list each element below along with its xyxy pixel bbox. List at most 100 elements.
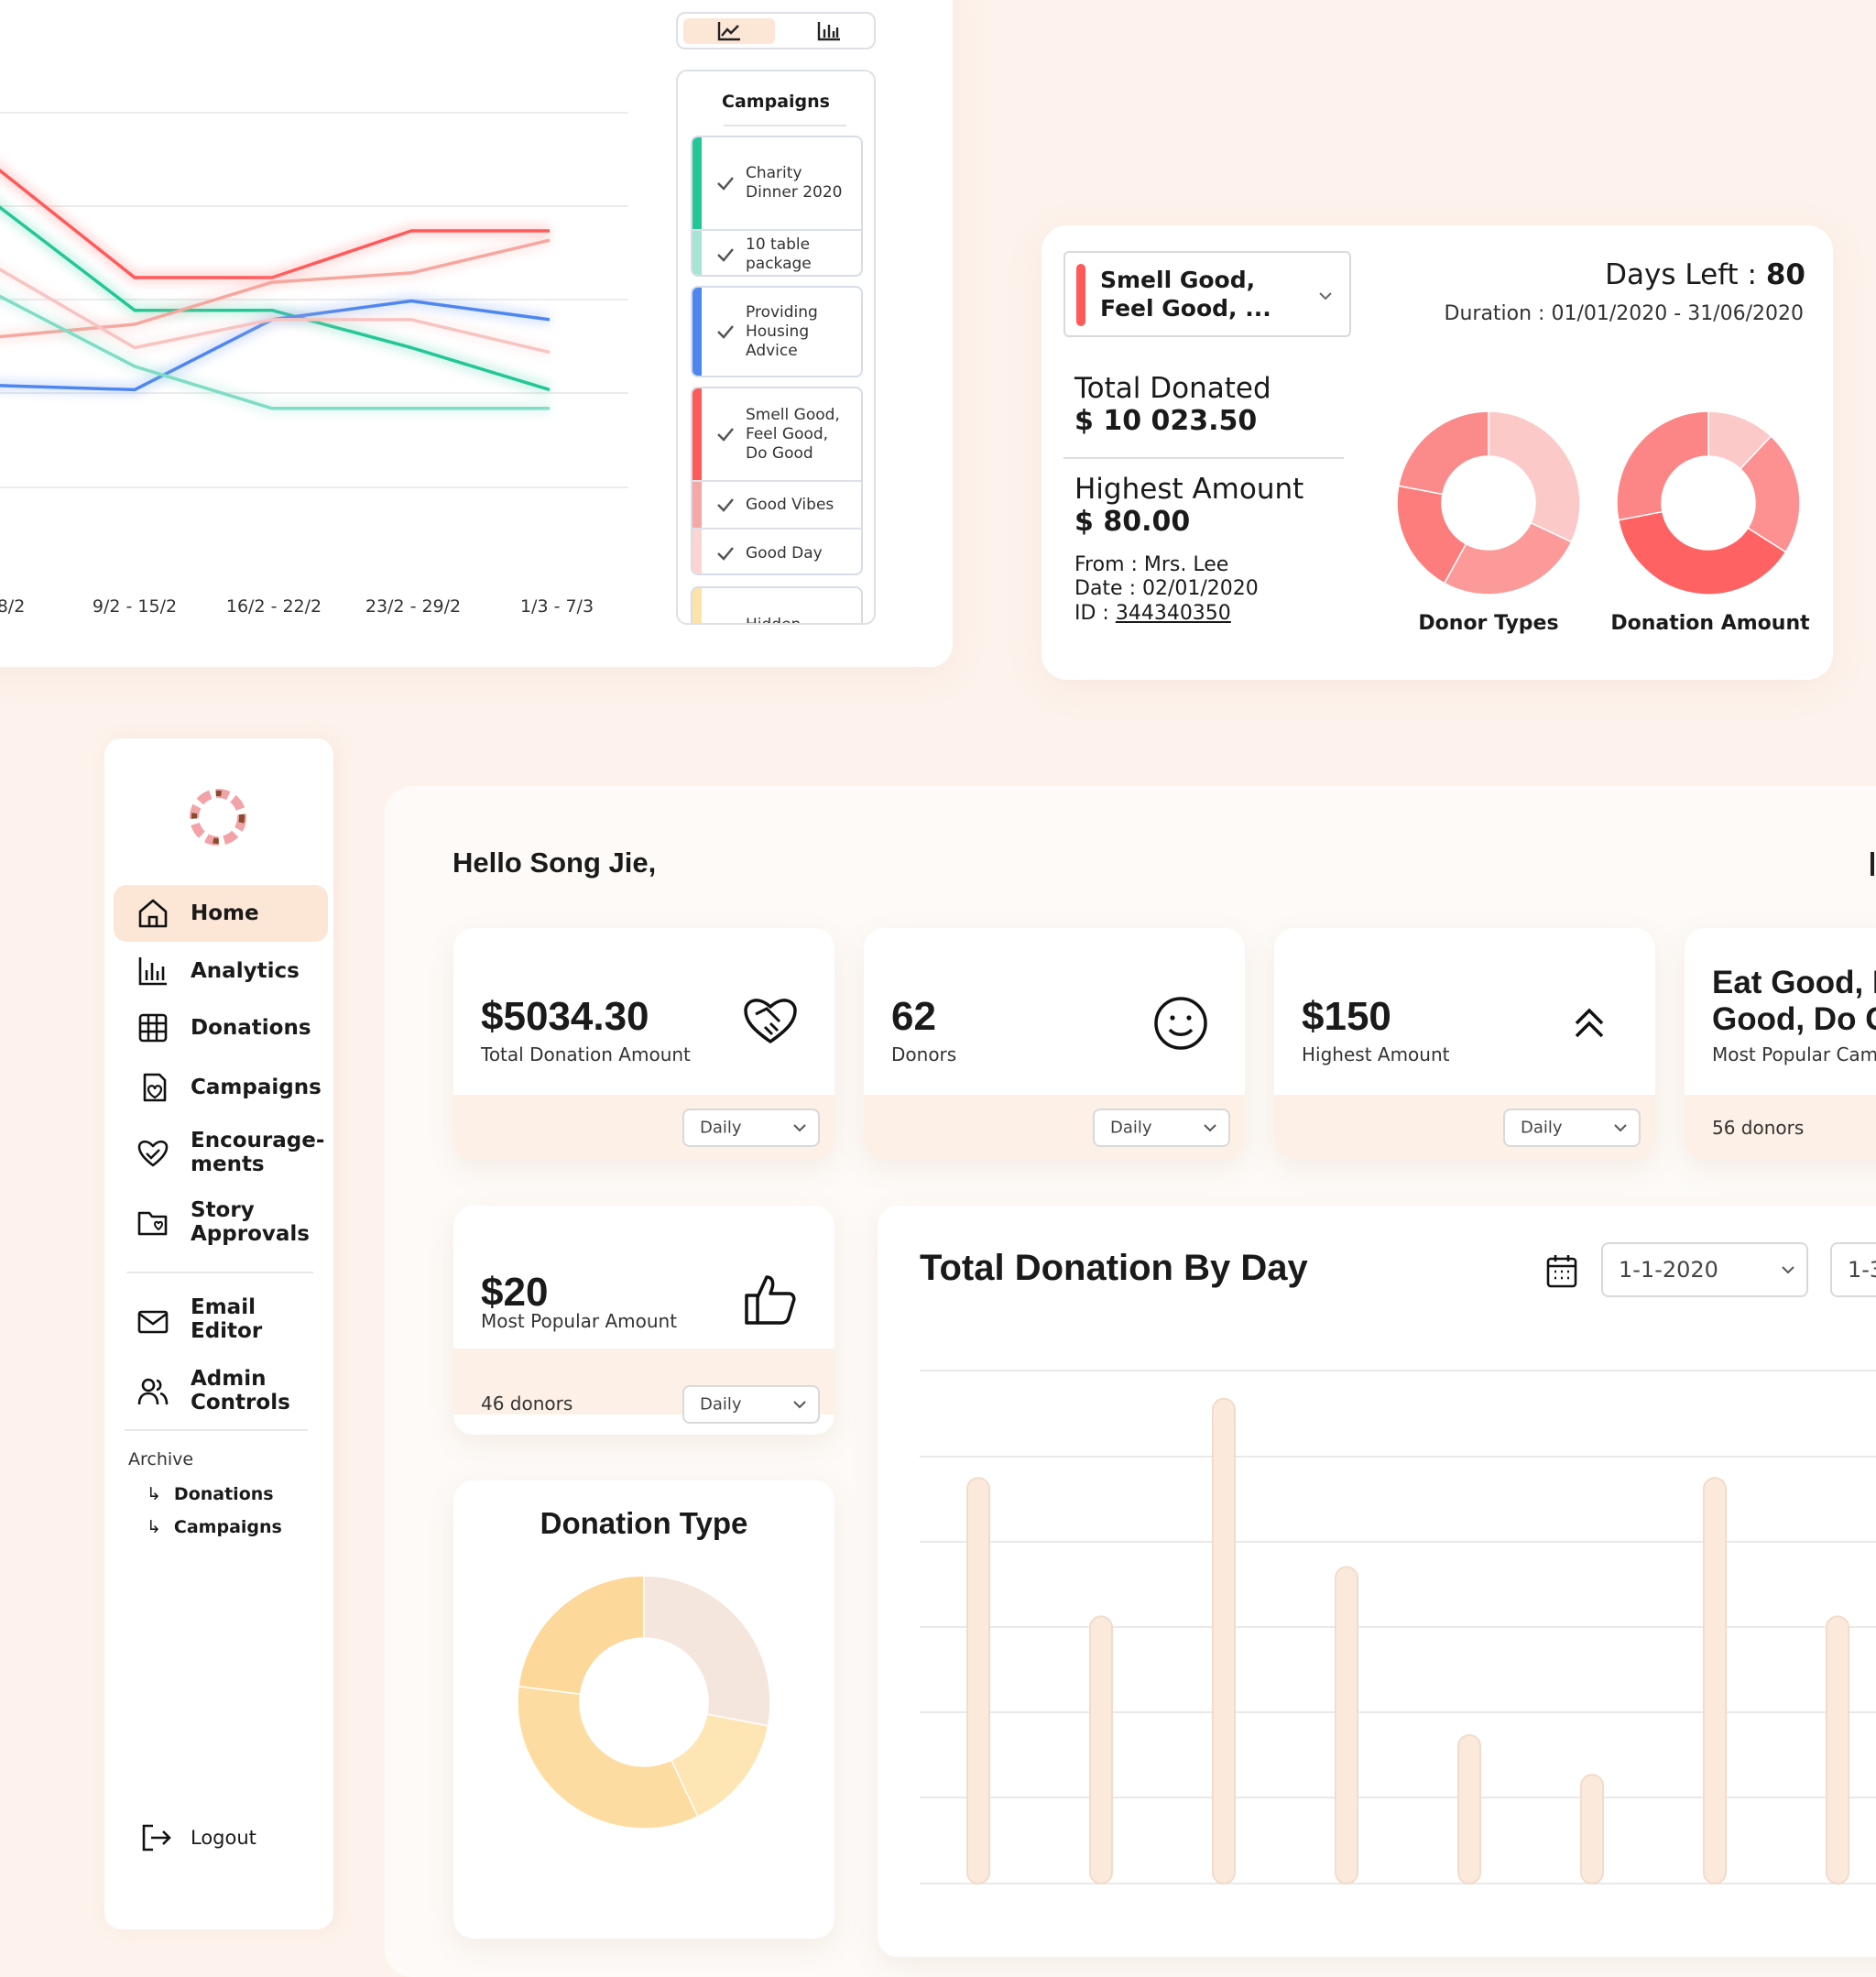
line-chart-toggle[interactable] xyxy=(683,18,775,44)
campaign-item[interactable]: Charity Dinner 2020 xyxy=(693,137,861,229)
analytics-icon xyxy=(138,957,167,986)
sidebar-item-admin-controls[interactable]: Admin Controls xyxy=(114,1361,328,1420)
sidebar-item-story-approvals[interactable]: Story Approvals xyxy=(114,1193,328,1251)
check-icon xyxy=(717,177,734,191)
bar[interactable] xyxy=(1580,1774,1604,1885)
donation-amount-label: Donation Amount xyxy=(1610,612,1810,635)
campaign-item[interactable]: 10 table package xyxy=(693,229,861,275)
stat-value: Eat Good, FeGood, Do Go xyxy=(1712,965,1876,1038)
bar-chart-icon[interactable] xyxy=(817,21,841,41)
divider xyxy=(1063,457,1344,459)
period-select[interactable]: Daily xyxy=(1503,1109,1641,1147)
sidebar-item-home[interactable]: Home xyxy=(114,885,328,942)
series-line xyxy=(0,169,550,279)
campaign-item-label: Charity Dinner 2020 xyxy=(746,164,843,202)
period-select[interactable]: Daily xyxy=(682,1109,820,1147)
header-edge-mark xyxy=(1871,852,1874,876)
sidebar-item-donations[interactable]: Donations xyxy=(114,1000,328,1055)
archive-item-campaigns[interactable]: ↳ Campaigns xyxy=(147,1517,282,1537)
donut-slice xyxy=(1396,485,1467,584)
mail-icon xyxy=(137,1310,169,1334)
sidebar-item-email-editor[interactable]: Email Editor xyxy=(114,1290,328,1349)
sidebar-item-analytics[interactable]: Analytics xyxy=(114,944,328,999)
campaign-icon xyxy=(143,1073,167,1102)
days-left-label: Days Left : xyxy=(1605,258,1766,291)
donation-amount-donut xyxy=(1616,410,1801,595)
chevron-down-icon xyxy=(1204,1124,1216,1132)
campaign-item[interactable]: Providing Housing Advice xyxy=(693,288,861,376)
campaign-item-label: Providing Housing Advice xyxy=(746,302,818,360)
campaign-detail-card: Smell Good, Feel Good, ... Days Left : 8… xyxy=(1042,225,1833,680)
chevron-down-icon xyxy=(1782,1266,1794,1274)
donut-slice xyxy=(643,1575,771,1727)
donation-type-card: Donation Type xyxy=(453,1480,834,1939)
chevron-down-icon xyxy=(793,1124,806,1132)
campaigns-title: Campaigns xyxy=(722,92,830,112)
bar[interactable] xyxy=(966,1477,990,1884)
sidebar-item-campaigns[interactable]: Campaigns xyxy=(114,1059,328,1116)
stat-label: Total Donation Amount xyxy=(481,1043,691,1065)
bar[interactable] xyxy=(1703,1477,1727,1884)
campaign-item[interactable]: Good Vibes xyxy=(693,480,861,528)
stat-card-total-donation: $5034.30 Total Donation Amount Daily xyxy=(453,928,834,1159)
chevron-down-icon xyxy=(1614,1124,1627,1132)
bar[interactable] xyxy=(1826,1615,1849,1884)
stat-footer-text: 56 donors xyxy=(1712,1117,1805,1139)
donation-type-donut xyxy=(517,1575,771,1830)
stat-value: $20 xyxy=(481,1270,549,1315)
campaign-item[interactable]: Good Day xyxy=(693,528,861,573)
archive-item-donations[interactable]: ↳ Donations xyxy=(147,1484,274,1504)
campaign-item[interactable]: Smell Good, Feel Good, Do Good xyxy=(693,388,861,480)
campaign-item-label: Hidden xyxy=(746,616,802,625)
campaign-group: Providing Housing Advice xyxy=(691,286,863,377)
campaign-select-value: Smell Good, Feel Good, ... xyxy=(1100,267,1271,322)
bar[interactable] xyxy=(1457,1734,1481,1884)
check-icon xyxy=(717,428,734,442)
campaigns-legend: Campaigns Charity Dinner 2020 10 table p… xyxy=(676,70,876,625)
date-from-select[interactable]: 1-1-2020 xyxy=(1601,1242,1808,1297)
period-select-value: Daily xyxy=(1110,1118,1152,1138)
sidebar-item-encouragements[interactable]: Encourage-ments xyxy=(114,1123,328,1182)
stat-card-popular-campaign: Eat Good, FeGood, Do Go Most Popular Cam… xyxy=(1685,928,1876,1159)
series-line xyxy=(0,205,551,392)
chart-type-toggle[interactable] xyxy=(676,12,876,49)
date-from-value: 1-1-2020 xyxy=(1619,1257,1718,1283)
sidebar-item-label-line: Admin xyxy=(191,1367,267,1391)
check-icon xyxy=(717,248,734,262)
campaign-group: Charity Dinner 2020 10 table package xyxy=(691,136,863,277)
bar[interactable] xyxy=(1089,1615,1113,1884)
highest-id: ID : 344340350 xyxy=(1074,602,1231,625)
donut-slice xyxy=(1443,521,1573,595)
campaign-color-bar xyxy=(693,231,702,275)
users-icon xyxy=(137,1378,169,1405)
donut-slice xyxy=(1488,410,1581,543)
donation-type-title: Donation Type xyxy=(540,1506,748,1540)
calendar-icon[interactable] xyxy=(1546,1253,1577,1288)
campaign-select[interactable]: Smell Good, Feel Good, ... xyxy=(1063,251,1351,337)
archive-item-label: Donations xyxy=(173,1484,274,1504)
sidebar-item-label: Analytics xyxy=(191,959,300,983)
sidebar-item-label-line: Encourage- xyxy=(191,1129,325,1152)
period-select[interactable]: Daily xyxy=(682,1385,820,1424)
donation-id-link[interactable]: 344340350 xyxy=(1115,602,1231,625)
campaign-color-bar xyxy=(693,482,702,528)
check-icon xyxy=(717,547,734,561)
sidebar-item-label: Donations xyxy=(191,1016,311,1040)
period-select[interactable]: Daily xyxy=(1093,1109,1230,1147)
donut-slice xyxy=(1397,410,1489,496)
sidebar-item-label: Encourage-ments xyxy=(191,1129,324,1176)
campaign-color-bar xyxy=(693,137,702,229)
campaign-item[interactable]: Hidden xyxy=(693,588,861,625)
sidebar-item-label-line: Controls xyxy=(191,1391,290,1414)
bar[interactable] xyxy=(1212,1397,1236,1885)
date-to-select[interactable]: 1-3 xyxy=(1830,1242,1876,1297)
donor-types-donut xyxy=(1396,410,1581,595)
logout-button[interactable]: Logout xyxy=(137,1819,302,1856)
bar[interactable] xyxy=(1335,1566,1358,1884)
sidebar-item-label: Campaigns xyxy=(191,1076,322,1099)
heart-hands-icon xyxy=(137,1140,169,1167)
smiley-icon xyxy=(1154,997,1207,1050)
stat-card-popular-amount: $20 Most Popular Amount 46 donors Daily xyxy=(453,1206,834,1435)
subitem-arrow-icon: ↳ xyxy=(147,1517,161,1537)
stat-label: Most Popular Camp xyxy=(1712,1043,1876,1065)
